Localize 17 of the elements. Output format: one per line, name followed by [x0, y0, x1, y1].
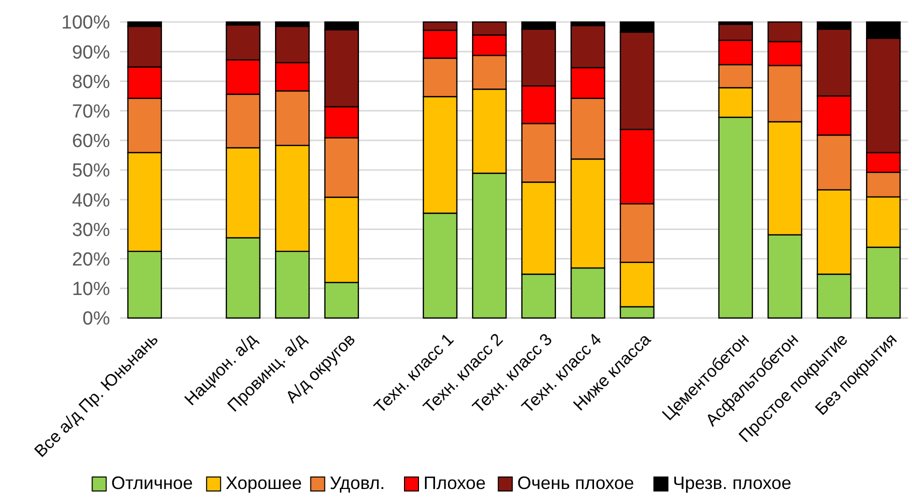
y-tick-label: 0%: [82, 308, 110, 330]
legend-label: Отличное: [111, 473, 193, 493]
y-tick-label: 20%: [72, 249, 110, 270]
legend-label: Удовл.: [330, 473, 385, 493]
y-tick-label: 10%: [72, 279, 110, 300]
legend-label: Очень плохое: [517, 473, 634, 493]
y-tick-label: 30%: [72, 220, 110, 241]
y-tick-label: 70%: [72, 101, 110, 122]
y-tick-label: 40%: [72, 190, 110, 212]
legend-label: Чрезв. плохое: [672, 473, 792, 493]
y-tick-label: 90%: [72, 42, 110, 64]
legend-label: Хорошее: [226, 473, 302, 493]
y-tick-label: 50%: [72, 160, 110, 182]
y-tick-label: 60%: [72, 131, 110, 152]
legend-label: Плохое: [424, 473, 486, 493]
y-tick-label: 80%: [72, 72, 110, 93]
y-tick-label: 100%: [61, 12, 110, 34]
